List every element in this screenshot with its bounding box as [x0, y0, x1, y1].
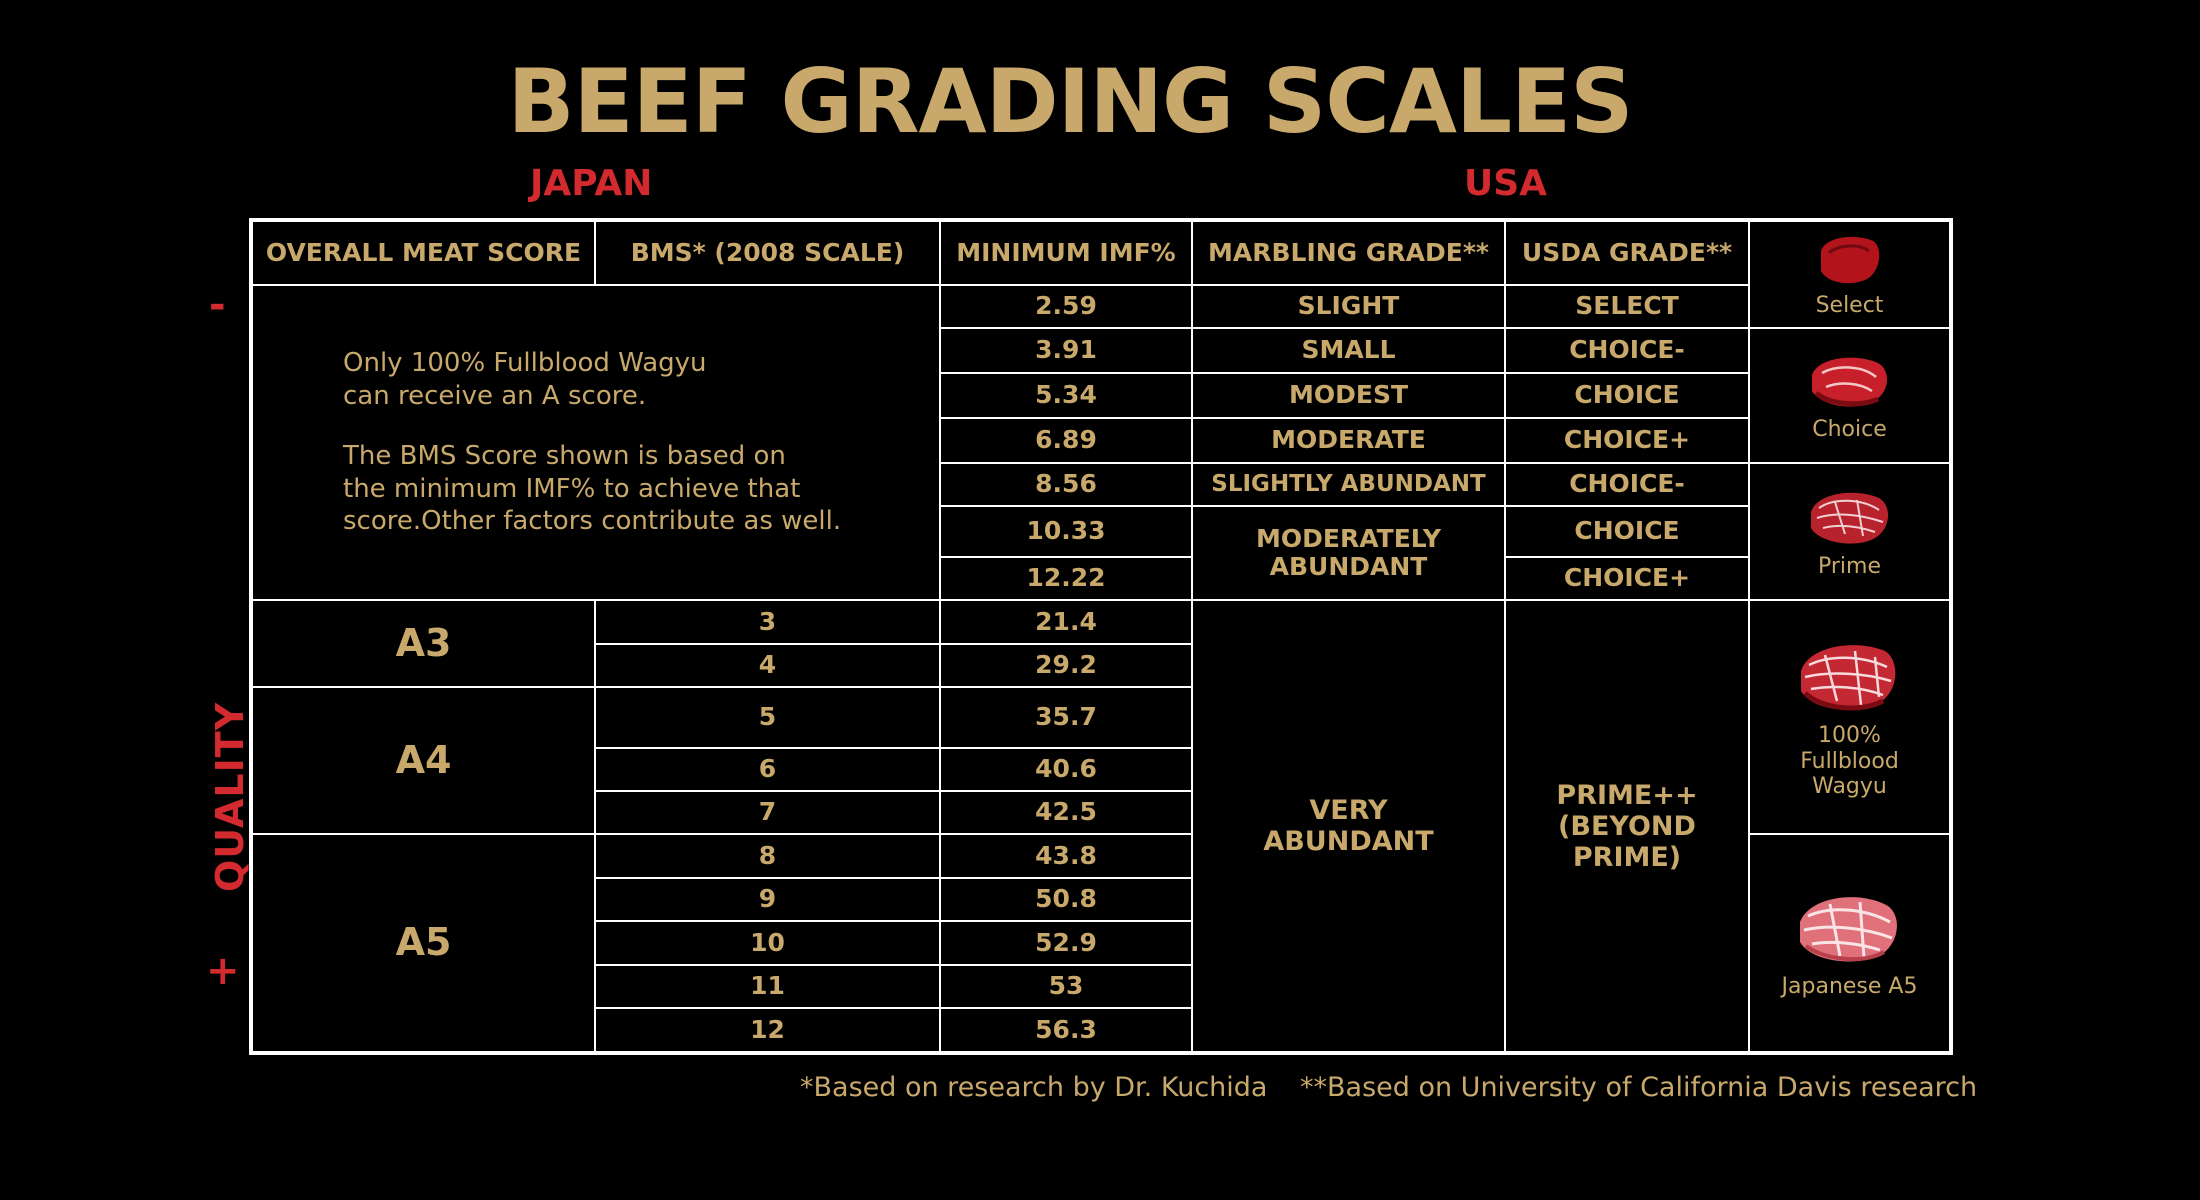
meat-choice-label: Choice: [1812, 417, 1887, 443]
marbling-cell: SMALL: [1191, 327, 1506, 375]
imf-cell: 2.59: [939, 283, 1193, 330]
imf-cell: 6.89: [939, 417, 1193, 464]
bms-cell: 10: [594, 920, 941, 966]
steak-wagyu-icon: [1800, 645, 1895, 711]
bms-cell: 6: [594, 746, 941, 793]
imf-cell: 56.3: [939, 1007, 1193, 1054]
table-row: 4 29.2: [251, 642, 1951, 689]
page-title: BEEF GRADING SCALES: [507, 50, 1633, 153]
marbling-cell: SLIGHTLY ABUNDANT: [1191, 461, 1506, 508]
quality-axis-label: QUALITY: [208, 701, 252, 892]
imf-cell: 29.2: [939, 642, 1193, 689]
meat-prime-cell: Prime: [1748, 461, 1952, 602]
imf-cell: 10.33: [939, 505, 1193, 558]
table-row: 6 40.6: [251, 746, 1951, 793]
usda-cell: CHOICE+: [1504, 417, 1750, 464]
table-row: 12.22 CHOICE+: [251, 555, 1951, 602]
imf-cell: 35.7: [939, 686, 1193, 749]
table-row: A4 5 35.7: [250, 686, 1951, 836]
marbling-cell: MODEST: [1191, 372, 1506, 420]
bms-cell: 4: [594, 642, 941, 689]
quality-plus-label: +: [206, 948, 240, 994]
header-row: OVERALL MEAT SCORE BMS* (2008 SCALE) MIN…: [250, 218, 1952, 330]
table-row: 11 53: [251, 963, 1951, 1010]
usda-cell: CHOICE: [1504, 505, 1750, 558]
imf-cell: 43.8: [939, 833, 1193, 879]
imf-cell: 5.34: [939, 372, 1193, 420]
table-row: 10 52.9: [251, 920, 1951, 966]
grade-a4: A4: [250, 686, 596, 836]
note-paragraph-1: Only 100% Fullblood Wagyu can receive an…: [343, 348, 707, 411]
imf-cell: 3.91: [939, 327, 1193, 375]
imf-cell: 52.9: [939, 920, 1193, 966]
bms-cell: 5: [594, 686, 941, 749]
bms-cell: 3: [594, 599, 941, 645]
imf-cell: 8.56: [939, 461, 1193, 508]
table-row: 8.56 SLIGHTLY ABUNDANT CHOICE- Prime: [251, 461, 1952, 602]
region-japan-label: JAPAN: [530, 163, 653, 204]
imf-cell: 12.22: [939, 555, 1193, 602]
footnote-kuchida: *Based on research by Dr. Kuchida: [800, 1072, 1268, 1103]
table-row: 6.89 MODERATE CHOICE+: [251, 417, 1951, 464]
steak-select-icon: [1820, 236, 1879, 284]
meat-prime-label: Prime: [1817, 553, 1881, 579]
header-marbling-grade: MARBLING GRADE**: [1191, 219, 1506, 286]
header-bms: BMS* (2008 SCALE): [594, 219, 941, 286]
bms-cell: 7: [594, 790, 941, 836]
marbling-cell: MODERATELY ABUNDANT: [1191, 505, 1506, 602]
table-row: 9 50.8: [251, 876, 1951, 923]
meat-choice-cell: Choice: [1748, 327, 1952, 464]
meat-wagyu-label: 100% Fullblood Wagyu: [1800, 723, 1899, 800]
steak-choice-icon: [1811, 357, 1887, 407]
table-row: Only 100% Fullblood Wagyu can receive an…: [250, 283, 1951, 602]
footnote-uc-davis: **Based on University of California Davi…: [1300, 1072, 1978, 1103]
usda-cell: CHOICE-: [1504, 327, 1750, 375]
imf-cell: 50.8: [939, 876, 1193, 923]
grading-table: OVERALL MEAT SCORE BMS* (2008 SCALE) MIN…: [249, 218, 1953, 1055]
header-overall-meat-score: OVERALL MEAT SCORE: [250, 219, 596, 286]
table-row: 5.34 MODEST CHOICE: [251, 372, 1951, 420]
meat-select-cell: Select: [1748, 218, 1952, 330]
usda-cell: CHOICE+: [1504, 555, 1750, 602]
steak-prime-icon: [1810, 492, 1888, 544]
usda-cell: CHOICE-: [1504, 461, 1750, 508]
table-row: 12 56.3: [251, 1007, 1951, 1054]
region-usa-label: USA: [1464, 163, 1548, 204]
grade-a5: A5: [250, 833, 596, 1054]
header-minimum-imf: MINIMUM IMF%: [939, 219, 1193, 286]
meat-select-label: Select: [1815, 293, 1884, 319]
header-usda-grade: USDA GRADE**: [1504, 219, 1750, 286]
bms-cell: 12: [594, 1007, 941, 1054]
table-row: A3 3 21.4 VERY ABUNDANT PRIME++ (BEYOND …: [250, 599, 1952, 1054]
marbling-cell: MODERATE: [1191, 417, 1506, 464]
imf-cell: 42.5: [939, 790, 1193, 836]
meat-a5-label: Japanese A5: [1781, 973, 1918, 999]
bms-cell: 8: [594, 833, 941, 879]
steak-a5-icon: [1799, 896, 1897, 962]
bms-cell: 11: [594, 963, 941, 1010]
very-abundant-cell: VERY ABUNDANT: [1191, 599, 1506, 1054]
note-paragraph-2: The BMS Score shown is based on the mini…: [343, 441, 842, 537]
meat-a5-cell: Japanese A5: [1748, 833, 1952, 1054]
footer-notes: *Based on research by Dr. Kuchida **Base…: [800, 1072, 1977, 1103]
usda-cell: SELECT: [1504, 283, 1750, 330]
prime-beyond-cell: PRIME++ (BEYOND PRIME): [1504, 599, 1750, 1054]
grade-a3: A3: [250, 599, 596, 689]
quality-minus-label: -: [209, 282, 226, 328]
usda-cell: CHOICE: [1504, 372, 1750, 420]
table-row: 7 42.5: [251, 790, 1951, 836]
imf-cell: 40.6: [939, 746, 1193, 793]
table-row: 3.91 SMALL CHOICE- Choice: [251, 327, 1952, 464]
bms-cell: 9: [594, 876, 941, 923]
table-row: 10.33 MODERATELY ABUNDANT CHOICE: [251, 505, 1951, 602]
imf-cell: 53: [939, 963, 1193, 1010]
meat-wagyu-cell: 100% Fullblood Wagyu: [1748, 599, 1952, 836]
table-row: A5 8 43.8 Japanese A5: [250, 833, 1952, 1054]
imf-cell: 21.4: [939, 599, 1193, 645]
marbling-cell: SLIGHT: [1191, 283, 1506, 330]
wagyu-note: Only 100% Fullblood Wagyu can receive an…: [250, 283, 941, 602]
